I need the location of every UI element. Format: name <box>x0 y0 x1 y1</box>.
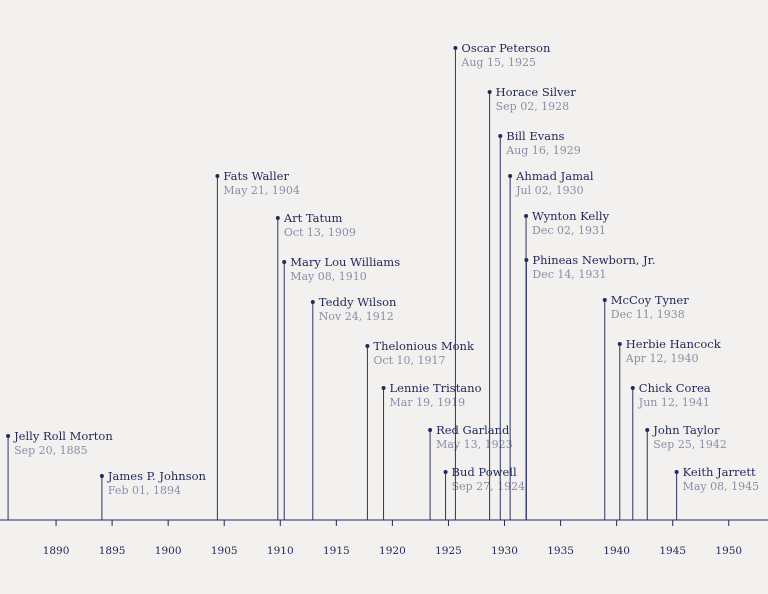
event-dot <box>282 260 287 264</box>
x-tick-label: 1895 <box>99 545 126 557</box>
event-name: Ahmad Jamal <box>515 169 594 183</box>
event-name: Wynton Kelly <box>532 209 610 223</box>
event-name: Thelonious Monk <box>373 339 475 353</box>
event-name: Herbie Hancock <box>626 337 722 351</box>
event-name: Chick Corea <box>639 381 711 395</box>
x-tick-label: 1925 <box>435 545 462 557</box>
x-tick-label: 1945 <box>659 545 686 557</box>
event-dot <box>428 428 433 432</box>
event-date: Dec 02, 1931 <box>532 224 606 237</box>
event-date: Mar 19, 1919 <box>390 396 466 409</box>
x-axis-ticks: 1890 1895 1900 1905 1910 1915 1920 1925 1930 1935… <box>43 520 742 557</box>
event-dot <box>215 174 220 178</box>
event-dot <box>453 46 458 50</box>
event-dot <box>381 386 386 390</box>
event-dot <box>275 216 280 220</box>
x-tick-label: 1900 <box>155 545 182 557</box>
x-tick-label: 1910 <box>267 545 294 557</box>
event-marker: Phineas Newborn, Jr.Dec 14, 1931 <box>524 253 656 520</box>
event-date: Feb 01, 1894 <box>108 484 181 497</box>
event-dot <box>524 214 529 218</box>
x-tick-label: 1930 <box>491 545 518 557</box>
x-tick-label: 1890 <box>43 545 70 557</box>
event-dot <box>508 174 513 178</box>
event-name: Oscar Peterson <box>461 41 551 55</box>
event-name: Fats Waller <box>223 169 289 183</box>
event-name: Bill Evans <box>506 129 564 143</box>
event-name: John Taylor <box>652 423 720 437</box>
event-name: Horace Silver <box>496 85 577 99</box>
event-date: Dec 14, 1931 <box>532 268 606 281</box>
event-date: Aug 16, 1929 <box>505 144 581 157</box>
event-dot <box>630 386 635 390</box>
event-name: Teddy Wilson <box>319 295 397 309</box>
event-date: May 21, 1904 <box>223 184 300 197</box>
event-dot <box>443 470 448 474</box>
event-date: May 08, 1910 <box>290 270 367 283</box>
x-tick-label: 1950 <box>715 545 742 557</box>
event-dot <box>99 474 104 478</box>
event-dot <box>617 342 622 346</box>
event-name: Jelly Roll Morton <box>13 429 113 443</box>
event-date: Sep 27, 1924 <box>452 480 526 493</box>
event-dot <box>6 434 11 438</box>
event-dot <box>674 470 679 474</box>
x-tick-label: 1940 <box>603 545 630 557</box>
event-name: Keith Jarrett <box>683 465 756 479</box>
event-date: Oct 10, 1917 <box>373 354 445 367</box>
event-name: McCoy Tyner <box>611 293 689 307</box>
event-dot <box>487 90 492 94</box>
event-dot <box>310 300 315 304</box>
event-dot <box>602 298 607 302</box>
x-tick-label: 1915 <box>323 545 350 557</box>
event-date: Sep 20, 1885 <box>14 444 88 457</box>
event-dot <box>524 258 529 262</box>
event-dot <box>645 428 650 432</box>
x-tick-label: 1905 <box>211 545 238 557</box>
x-tick-label: 1920 <box>379 545 406 557</box>
event-date: Oct 13, 1909 <box>284 226 356 239</box>
event-date: May 08, 1945 <box>683 480 760 493</box>
event-name: Mary Lou Williams <box>290 255 400 269</box>
event-date: May 13, 1923 <box>436 438 513 451</box>
event-date: Jul 02, 1930 <box>515 184 584 197</box>
event-date: Aug 15, 1925 <box>460 56 536 69</box>
event-name: Bud Powell <box>452 465 517 479</box>
event-date: Nov 24, 1912 <box>319 310 394 323</box>
event-date: Sep 25, 1942 <box>653 438 727 451</box>
event-name: Phineas Newborn, Jr. <box>532 253 655 267</box>
event-date: Dec 11, 1938 <box>611 308 685 321</box>
x-axis: 1890 1895 1900 1905 1910 1915 1920 1925 1930 1935… <box>0 519 768 557</box>
event-dot <box>498 134 503 138</box>
event-name: Red Garland <box>436 423 510 437</box>
event-date: Jun 12, 1941 <box>638 396 710 409</box>
event-name: James P. Johnson <box>107 469 207 483</box>
event-dot <box>365 344 370 348</box>
x-tick-label: 1935 <box>547 545 574 557</box>
event-date: Apr 12, 1940 <box>625 352 699 365</box>
event-date: Sep 02, 1928 <box>496 100 570 113</box>
event-name: Lennie Tristano <box>390 381 482 395</box>
event-name: Art Tatum <box>283 211 343 225</box>
